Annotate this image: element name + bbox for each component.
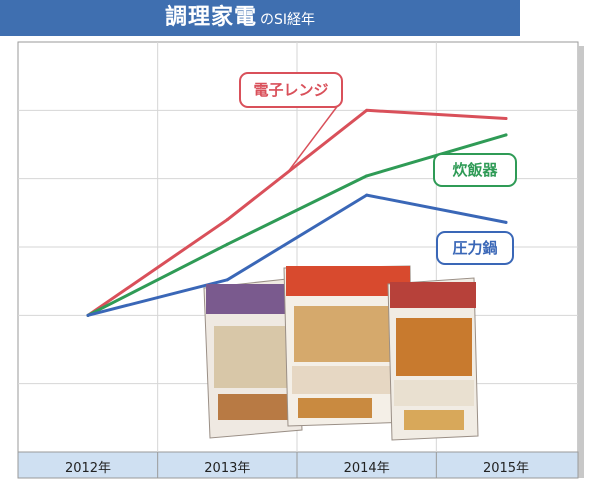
series-label-leader [286, 99, 343, 174]
data-point [504, 117, 508, 121]
series-label-rice-cooker: 炊飯器 [433, 153, 517, 187]
data-point [504, 133, 508, 137]
product-packages-photo [203, 265, 479, 441]
chart-title: 調理家電 のSI経年 [165, 4, 315, 32]
package-asian-chicken [203, 277, 303, 439]
x-tick-label: 2012年 [65, 461, 111, 476]
x-tick-label: 2015年 [483, 461, 529, 476]
series-line-0 [86, 108, 508, 317]
package-pork-okowa [283, 265, 413, 427]
title-sub: のSI経年 [260, 12, 316, 28]
x-tick-label: 2013年 [204, 461, 250, 476]
series-label-pressure-cooker: 圧力鍋 [436, 231, 514, 265]
data-point [225, 218, 229, 222]
data-point [504, 220, 508, 224]
series-label-microwave: 電子レンジ [239, 72, 343, 108]
data-point [365, 193, 369, 197]
package-chicken-curry-rice [387, 277, 479, 441]
series-line-2 [86, 193, 508, 317]
data-point [365, 174, 369, 178]
data-point [365, 108, 369, 112]
title-main: 調理家電 [165, 5, 258, 30]
plot-frame-shadow [578, 46, 584, 478]
data-point [225, 242, 229, 246]
x-tick-label: 2014年 [344, 461, 390, 476]
data-point [86, 313, 90, 317]
header-bar-slant [496, 0, 520, 36]
data-point [225, 278, 229, 282]
x-axis-band [17, 451, 579, 479]
header-bar [0, 0, 520, 36]
